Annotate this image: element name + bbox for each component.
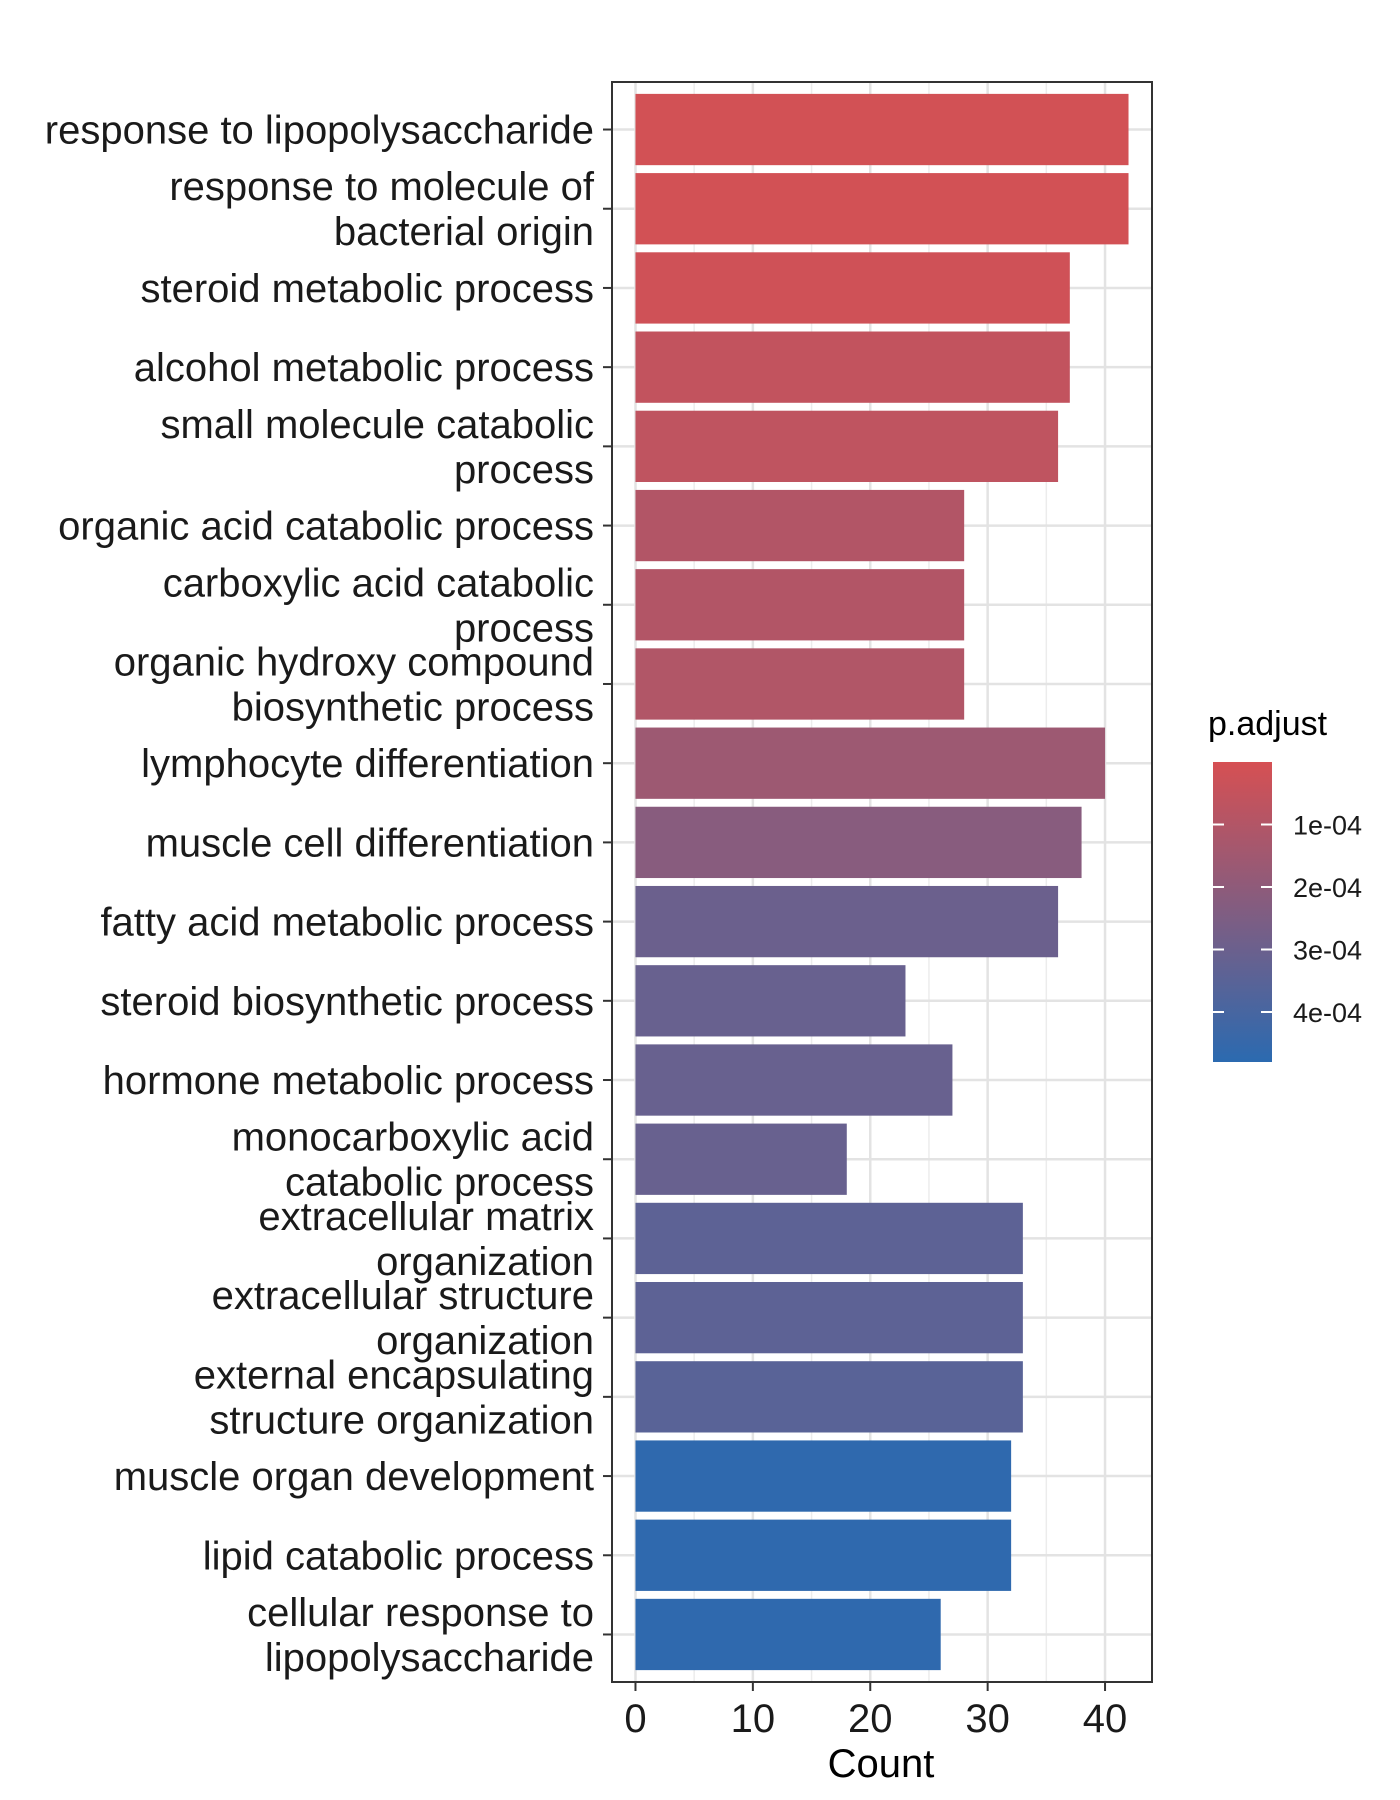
y-tick-label: steroid biosynthetic process (100, 980, 594, 1024)
bar (635, 806, 1082, 879)
bar (635, 1598, 941, 1671)
y-tick-label: organic acid catabolic process (58, 505, 594, 549)
color-legend: p.adjust 1e-04 2e-04 3e-04 4e-04 (1208, 705, 1362, 1062)
y-tick-label: extracellular structure organization (212, 1274, 594, 1363)
y-tick-label: steroid metabolic process (140, 267, 594, 311)
y-tick-label: external encapsulating structure organiza… (194, 1353, 594, 1442)
y-tick-label: lipid catabolic process (203, 1534, 594, 1578)
bar (635, 173, 1129, 245)
bar (635, 1282, 1023, 1354)
y-tick-label: response to lipopolysaccharide (45, 109, 594, 153)
bar (635, 569, 965, 641)
bar (635, 331, 1070, 403)
y-tick-label: alcohol metabolic process (134, 346, 594, 390)
x-tick-label: 0 (624, 1697, 646, 1741)
y-tick-label: lymphocyte differentiation (141, 742, 594, 786)
x-axis-title: Count (828, 1742, 935, 1786)
legend-tick-label: 3e-04 (1293, 936, 1362, 966)
bar (635, 1519, 1012, 1591)
y-tick-label: hormone metabolic process (103, 1059, 594, 1103)
y-tick-label: muscle organ development (114, 1455, 594, 1499)
bar (635, 1044, 953, 1116)
bar (635, 885, 1059, 958)
y-tick-label: monocarboxylic acid catabolic process (232, 1116, 594, 1205)
bar (635, 965, 906, 1037)
y-tick-label: small molecule catabolic process (160, 403, 594, 492)
bar (635, 93, 1129, 166)
y-tick-label: muscle cell differentiation (146, 821, 594, 865)
bar (635, 410, 1059, 482)
bar (635, 648, 965, 720)
x-tick-label: 10 (731, 1697, 776, 1741)
x-tick-label: 20 (848, 1697, 893, 1741)
bar (635, 252, 1070, 324)
legend-tick-label: 4e-04 (1293, 998, 1362, 1028)
bar (635, 1202, 1023, 1275)
legend-title: p.adjust (1208, 705, 1328, 743)
y-tick-label: cellular response to lipopolysaccharide (247, 1591, 594, 1680)
x-tick-label: 40 (1083, 1697, 1128, 1741)
legend-tick-label: 1e-04 (1293, 811, 1362, 841)
x-tick-label: 30 (965, 1697, 1010, 1741)
plot-border (611, 81, 1153, 1683)
bar (635, 727, 1106, 799)
bar (635, 1361, 1023, 1433)
y-tick-label: response to molecule of bacterial origin (169, 165, 595, 254)
bar (635, 1123, 847, 1195)
y-tick-label: fatty acid metabolic process (100, 901, 594, 945)
bar (635, 1440, 1012, 1512)
bar (635, 489, 965, 562)
y-tick-label: extracellular matrix organization (258, 1195, 594, 1284)
y-tick-label: organic hydroxy compound biosynthetic pro… (114, 640, 594, 729)
y-tick-label: carboxylic acid catabolic process (163, 561, 594, 650)
legend-colorbar (1213, 762, 1272, 1062)
legend-tick-label: 2e-04 (1293, 873, 1362, 903)
